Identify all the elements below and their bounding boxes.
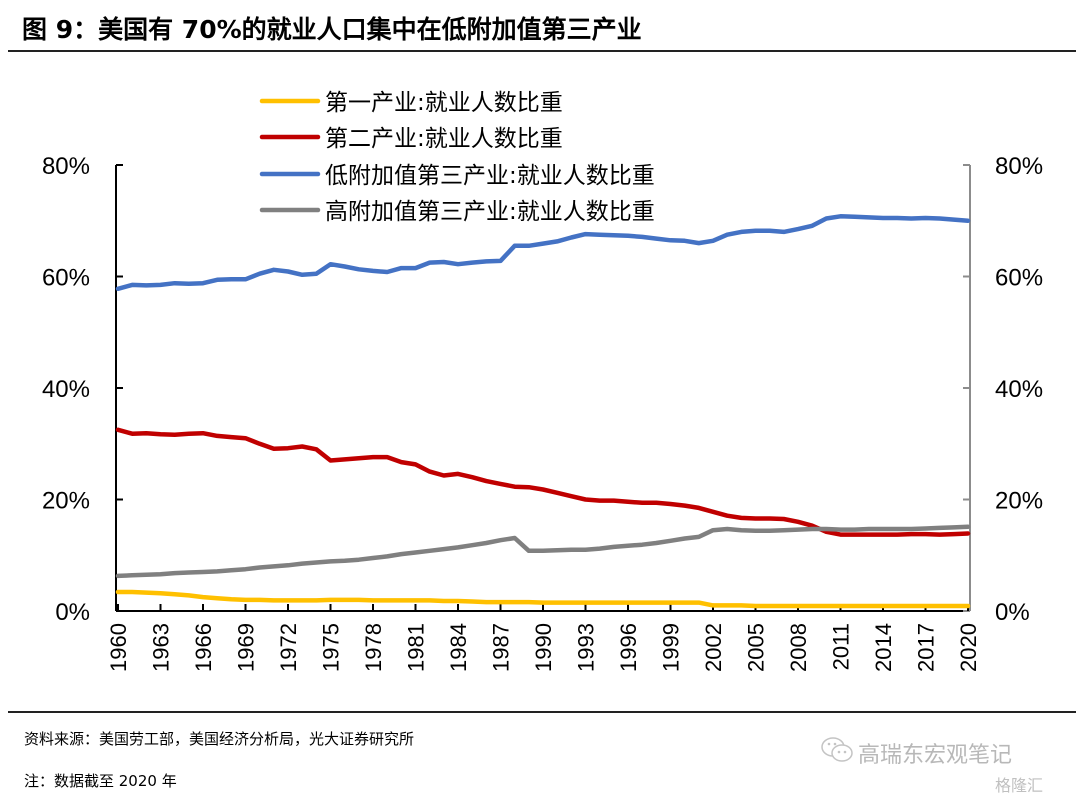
left-y-tick-label: 0% bbox=[55, 599, 90, 626]
left-y-tick-label: 40% bbox=[42, 376, 90, 403]
series-lines bbox=[115, 214, 971, 609]
legend-label-3: 低附加值第三产业:就业人数比重 bbox=[325, 163, 655, 189]
x-tick-label: 2011 bbox=[829, 623, 854, 670]
x-tick-label: 2005 bbox=[744, 623, 769, 672]
source-note: 资料来源：美国劳工部，美国经济分析局，光大证券研究所 bbox=[24, 730, 415, 748]
watermark-brand: 格隆汇 bbox=[995, 776, 1044, 795]
series-line-1 bbox=[115, 589, 971, 609]
watermark: 高瑞东宏观笔记 bbox=[820, 736, 1012, 770]
x-tick-label: 1981 bbox=[404, 623, 429, 672]
right-y-tick-label: 40% bbox=[995, 376, 1043, 403]
x-tick-label: 1999 bbox=[659, 623, 684, 672]
x-tick-label: 1978 bbox=[361, 623, 386, 672]
x-tick-label: 1972 bbox=[276, 623, 301, 672]
axes: 0% 0% 20% 20% 40% 40% 60% 60% 80% 80% 1960 1963 1966… bbox=[42, 153, 1043, 672]
series-line-2 bbox=[115, 427, 971, 537]
x-tick-label: 2014 bbox=[871, 623, 896, 672]
series-line-4 bbox=[115, 524, 971, 579]
watermark-text: 高瑞东宏观笔记 bbox=[858, 743, 1013, 768]
x-tick-label: 1975 bbox=[319, 623, 344, 672]
left-y-tick-label: 60% bbox=[42, 265, 90, 292]
x-tick-label: 1969 bbox=[234, 623, 259, 672]
x-tick-label: 2020 bbox=[956, 623, 981, 672]
x-tick-label: 2002 bbox=[701, 623, 726, 672]
x-tick-label: 1960 bbox=[106, 623, 131, 672]
right-y-tick-label: 20% bbox=[995, 488, 1043, 515]
right-y-tick-label: 80% bbox=[995, 153, 1043, 180]
x-tick-label: 1984 bbox=[446, 623, 471, 672]
left-y-tick-label: 80% bbox=[42, 153, 90, 180]
legend-label-4: 高附加值第三产业:就业人数比重 bbox=[325, 199, 655, 225]
data-note: 注：数据截至 2020 年 bbox=[24, 772, 177, 790]
x-tick-label: 2008 bbox=[786, 623, 811, 672]
x-tick-label: 1990 bbox=[531, 623, 556, 672]
series-line-3 bbox=[115, 214, 971, 292]
x-tick-label: 1963 bbox=[149, 623, 174, 672]
x-tick-label: 1966 bbox=[191, 623, 216, 672]
line-chart: 0% 0% 20% 20% 40% 40% 60% 60% 80% 80% 1960 1963 1966… bbox=[42, 90, 1043, 672]
legend-label-1: 第一产业:就业人数比重 bbox=[325, 90, 563, 116]
wechat-icon bbox=[820, 736, 854, 770]
x-tick-label: 2017 bbox=[914, 623, 939, 672]
legend: 第一产业:就业人数比重第二产业:就业人数比重低附加值第三产业:就业人数比重高附加… bbox=[259, 90, 655, 225]
legend-label-2: 第二产业:就业人数比重 bbox=[325, 126, 563, 152]
left-y-tick-label: 20% bbox=[42, 488, 90, 515]
right-y-tick-label: 60% bbox=[995, 265, 1043, 292]
figure-title: 图 9：美国有 70%的就业人口集中在低附加值第三产业 bbox=[22, 15, 642, 44]
x-tick-label: 1993 bbox=[574, 623, 599, 672]
right-y-tick-label: 0% bbox=[995, 599, 1030, 626]
x-tick-label: 1996 bbox=[616, 623, 641, 672]
title-divider bbox=[8, 50, 1076, 52]
footer-divider bbox=[8, 711, 1076, 713]
x-tick-label: 1987 bbox=[489, 623, 514, 672]
